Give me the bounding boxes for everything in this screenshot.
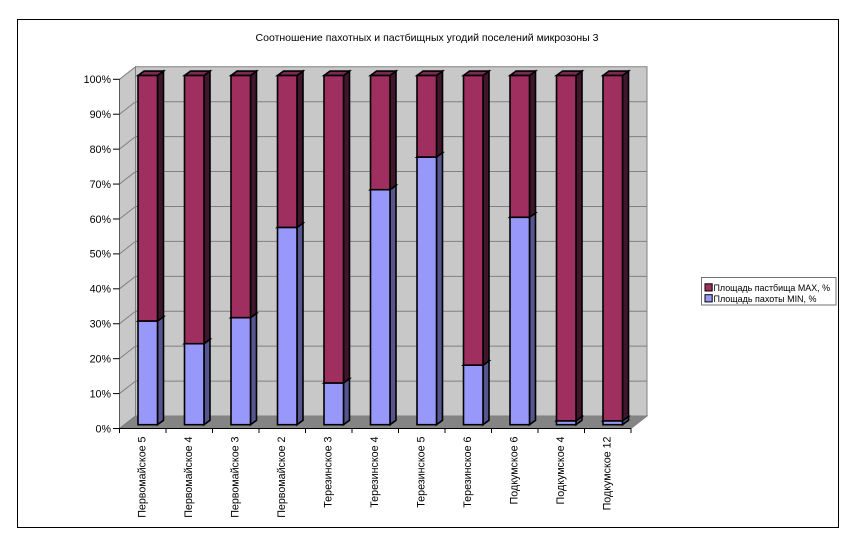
svg-text:Первомайское 5: Первомайское 5 (136, 436, 148, 517)
svg-text:Первомайское 3: Первомайское 3 (229, 436, 241, 517)
svg-text:Соотношение пахотных и пастбищ: Соотношение пахотных и пастбищных угодий… (256, 32, 599, 44)
svg-text:50%: 50% (90, 249, 112, 261)
svg-text:100%: 100% (84, 74, 112, 86)
svg-text:0%: 0% (96, 423, 112, 435)
svg-text:40%: 40% (90, 284, 112, 296)
svg-text:Терезинское 3: Терезинское 3 (322, 436, 334, 507)
svg-text:Терезинское 4: Терезинское 4 (369, 436, 381, 507)
svg-text:10%: 10% (90, 388, 112, 400)
svg-text:Первомайское 4: Первомайское 4 (183, 436, 195, 517)
svg-text:Терезинское 6: Терезинское 6 (462, 436, 474, 507)
svg-text:Подкумское 4: Подкумское 4 (555, 436, 567, 504)
svg-text:Терезинское 5: Терезинское 5 (415, 436, 427, 507)
svg-text:Площадь пастбища MAX, %: Площадь пастбища MAX, % (714, 282, 831, 293)
svg-text:20%: 20% (90, 353, 112, 365)
svg-text:Подкумское 12: Подкумское 12 (601, 436, 613, 510)
svg-text:60%: 60% (90, 214, 112, 226)
svg-text:80%: 80% (90, 144, 112, 156)
svg-text:90%: 90% (90, 109, 112, 121)
svg-text:30%: 30% (90, 319, 112, 331)
svg-text:Подкумское 6: Подкумское 6 (508, 436, 520, 504)
svg-text:Первомайское 2: Первомайское 2 (276, 436, 288, 517)
svg-text:Площадь пахоты MIN, %: Площадь пахоты MIN, % (714, 293, 817, 304)
svg-text:70%: 70% (90, 179, 112, 191)
